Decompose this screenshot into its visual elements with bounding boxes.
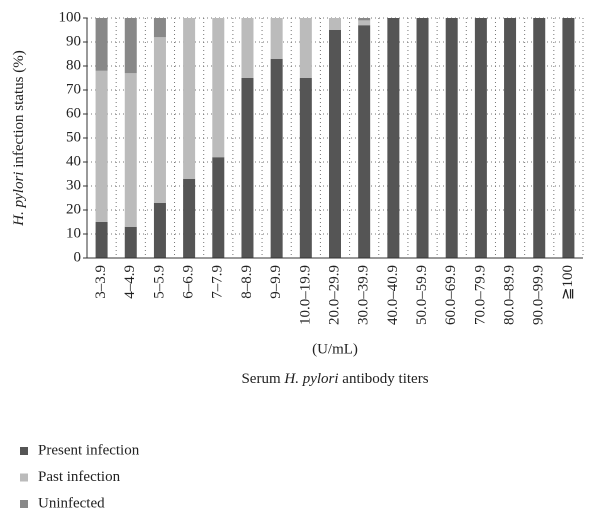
y-tick-label: 100 [59,9,82,25]
y-tick-label: 70 [66,81,81,97]
x-tick-label: 60.0–69.9 [443,265,459,325]
y-tick-label: 10 [66,225,81,241]
bar-segment [533,18,546,258]
label-part: H. pylori [11,172,27,227]
label-part: antibody titers [339,371,429,387]
x-tick-label: 5–5.9 [151,265,167,299]
bar-segment [241,18,254,78]
y-tick-label: 40 [66,153,81,169]
x-tick-label: ≧100 [560,265,576,300]
label-part: infection status (%) [11,50,27,171]
bar-segment [124,226,137,258]
legend-swatch [20,500,28,508]
x-tick-label: 20.0–29.9 [326,265,342,325]
bar-segment [299,18,312,78]
x-tick-label: 70.0–79.9 [472,265,488,325]
bar-segment [241,78,254,258]
legend-label: Past infection [38,469,121,485]
x-tick-label: 50.0–59.9 [414,265,430,325]
x-tick-label: 7–7.9 [210,265,226,299]
bar-segment [387,18,400,258]
bar-segment [416,18,429,258]
label-part: H. pylori [283,371,338,387]
bar-segment [504,18,517,258]
x-tick-label: 30.0–39.9 [356,265,372,325]
bar-segment [445,18,458,258]
bar-segment [358,18,371,21]
y-tick-label: 60 [66,105,81,121]
bar-segment [183,178,196,258]
x-tick-label: 8–8.9 [239,265,255,299]
x-tick-label: 80.0–89.9 [501,265,517,325]
bar-segment [562,18,575,258]
y-tick-label: 20 [66,201,81,217]
bar-segment [212,157,225,258]
bar-segment [358,25,371,259]
x-tick-label: 4–4.9 [122,265,138,299]
bar-segment [299,78,312,258]
bar-segment [183,18,196,179]
bar-segment [124,18,137,74]
unit-label: (U/mL) [312,341,358,357]
y-tick-label: 30 [66,177,81,193]
bar-segment [474,18,487,258]
x-tick-label: 3–3.9 [93,265,109,299]
bar-segment [329,18,341,30]
y-tick-label: 90 [66,33,81,49]
legend-swatch [20,473,28,482]
x-tick-label: 90.0–99.9 [531,265,547,325]
y-tick-label: 0 [74,249,82,265]
bar-segment [95,18,108,71]
bar-segment [153,202,166,258]
bar-segment [95,222,108,258]
label-part: Serum [241,371,284,387]
bar-segment [95,70,108,222]
x-tick-label: 10.0–19.9 [297,265,313,325]
legend-swatch [20,447,28,455]
x-tick-label: 40.0–40.9 [385,265,401,325]
bar-segment [329,30,341,258]
bar-segment [212,18,225,158]
legend-label: Uninfected [38,495,105,511]
y-axis-label: H. pylori infection status (%) [11,50,27,226]
bar-segment [153,18,166,38]
x-tick-label: 6–6.9 [181,265,197,299]
bar-segment [124,73,137,227]
bar-segment [153,37,166,203]
bar-segment [270,18,283,59]
bar-segment [358,20,371,26]
bar-segment [270,58,283,258]
y-tick-label: 50 [66,129,81,145]
legend-label: Present infection [38,442,140,458]
x-tick-label: 9–9.9 [268,265,284,299]
x-axis-label: Serum H. pylori antibody titers [241,371,428,387]
y-tick-label: 80 [66,57,81,73]
